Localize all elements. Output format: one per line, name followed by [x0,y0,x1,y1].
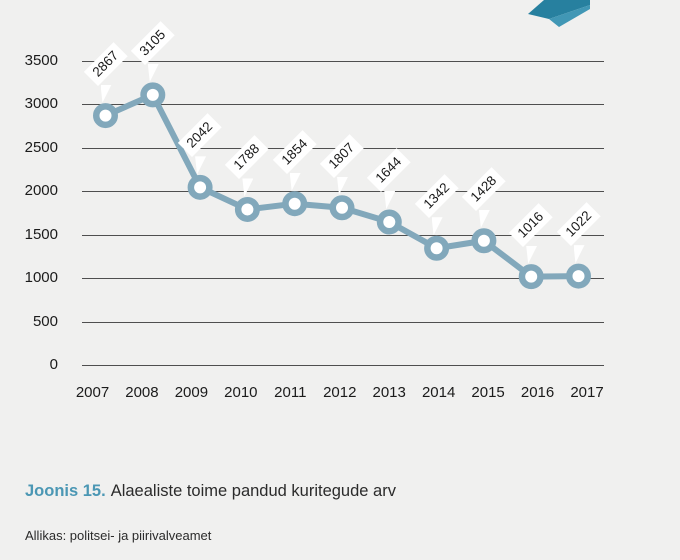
data-label-tail [573,245,585,264]
chart-canvas [93,82,591,290]
data-label-tail [147,63,159,82]
x-tick-label: 2017 [570,384,604,401]
x-tick-label: 2015 [471,384,505,401]
x-tick-label: 2008 [125,384,159,401]
decorative-arrow-light-shape [549,5,590,27]
y-tick-label: 1500 [24,225,58,243]
y-tick-label: 1000 [24,269,58,286]
decorative-arrow [528,0,590,27]
data-point-marker [93,103,118,129]
data-point-marker [566,263,591,289]
data-label-tail [195,156,207,175]
figure-caption: Joonis 15. Alaealiste toime pandud kurite… [25,482,396,501]
source-note: Allikas: politsei- ja piirivalveamet [25,528,212,543]
x-tick-label: 2012 [323,384,357,401]
x-tick-label: 2010 [224,384,258,401]
x-tick-label: 2007 [75,384,110,401]
y-gridline [82,104,604,105]
data-label-tail [478,209,490,228]
x-tick-label: 2011 [274,384,307,401]
data-label-tail [242,178,254,197]
y-gridline [82,234,604,236]
x-tick-label: 2014 [421,384,456,401]
y-tick-label: 3500 [24,51,58,69]
x-tick-label: 2013 [372,384,406,401]
x-tick-label: 2016 [520,384,555,401]
y-gridline [82,191,604,192]
y-tick-label: 500 [32,312,58,330]
y-tick-label: 2500 [24,138,58,156]
y-gridline [82,278,604,279]
data-point-marker [234,196,260,222]
data-label-tail [526,245,538,264]
figure-caption-label: Joonis 15. [25,482,106,500]
y-tick-label: 3000 [24,95,58,112]
data-point-marker [471,228,497,254]
data-point-marker [329,195,355,221]
y-gridline [82,321,604,323]
data-label-tail [100,84,112,103]
data-label-tail [289,172,301,191]
y-tick-label: 0 [49,356,58,373]
data-point-marker [424,235,450,261]
y-gridline [82,365,604,366]
data-point-marker [282,191,308,217]
data-label-tail [431,217,443,236]
y-tick-label: 2000 [24,182,58,199]
data-point-marker [518,264,544,290]
juvenile-crime-line-chart: 0 500 1000 1500 2000 2500 3000 3500 2007 2008 2009… [24,20,604,401]
data-label-tail [384,190,396,209]
data-point-marker [376,209,402,235]
data-point-marker [187,174,213,200]
figure-caption-text: Alaealiste toime pandud kuritegude arv [110,482,396,500]
decorative-arrow-dark-shape [528,0,590,19]
data-label-tail [337,176,348,195]
y-gridline [82,60,604,62]
x-tick-label: 2009 [174,384,209,401]
data-point-marker [140,82,166,108]
